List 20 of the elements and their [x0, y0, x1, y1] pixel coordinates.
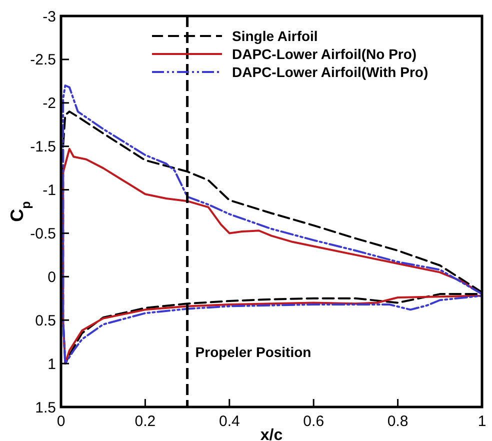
y-tick-label: -2.5: [30, 52, 56, 69]
y-tick-label: 0: [48, 268, 56, 286]
y-tick-label: -1: [42, 182, 56, 200]
x-tick-label: 0.2: [134, 413, 156, 430]
x-tick-label: 0.4: [218, 413, 240, 430]
y-tick-label: -0.5: [30, 225, 56, 242]
y-tick-label: -3: [42, 8, 56, 26]
legend-label: Single Airfoil: [232, 28, 318, 44]
x-tick-label: 0.6: [303, 413, 324, 430]
x-axis-title: x/c: [260, 427, 283, 441]
y-tick-label: 1: [48, 356, 56, 373]
ref-line-label: Propeler Position: [195, 344, 312, 360]
y-tick-label: 1.5: [35, 399, 56, 416]
y-tick-label: -2: [42, 95, 56, 112]
y-tick-label: -1.5: [30, 138, 56, 156]
y-tick-label: 0.5: [35, 312, 56, 330]
x-tick-label: 1: [478, 413, 486, 430]
x-tick-label: 0.8: [387, 413, 408, 430]
legend-label: DAPC-Lower Airfoil(No Pro): [232, 46, 417, 62]
legend-label: DAPC-Lower Airfoil(With Pro): [232, 64, 428, 80]
